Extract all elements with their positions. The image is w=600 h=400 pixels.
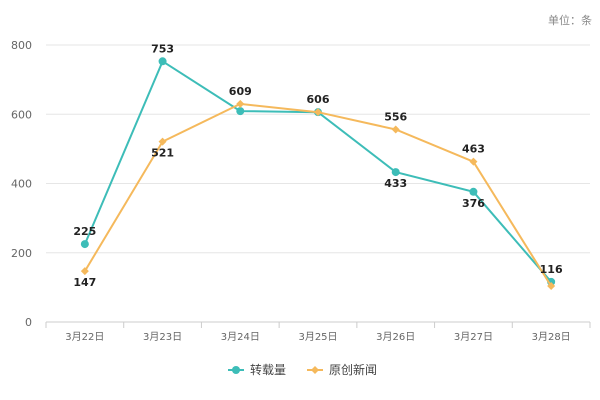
data-point[interactable] <box>236 99 245 108</box>
data-point[interactable] <box>158 57 167 66</box>
series-2 <box>80 99 556 290</box>
legend[interactable]: 转载量 原创新闻 <box>228 362 377 377</box>
legend-label: 转载量 <box>250 362 286 377</box>
legend-marker <box>232 366 240 374</box>
x-tick-label: 3月23日 <box>143 331 182 343</box>
x-tick-label: 3月24日 <box>221 331 260 343</box>
x-tick-label: 3月26日 <box>376 331 415 343</box>
axes: 0 200 400 600 800 3月22日 3月23日 3月24日 3月25日 3月26日 3月… <box>11 39 591 343</box>
data-point[interactable] <box>80 267 89 276</box>
data-point[interactable] <box>236 107 245 116</box>
data-label: 147 <box>73 276 96 289</box>
data-point[interactable] <box>391 125 400 134</box>
data-label: 521 <box>151 147 174 160</box>
series-line <box>84 102 552 287</box>
data-label: 225 <box>73 225 96 238</box>
data-point[interactable] <box>391 168 400 177</box>
y-tick-label: 0 <box>25 316 32 329</box>
data-point[interactable] <box>547 281 556 290</box>
x-tick-label: 3月28日 <box>532 331 571 343</box>
series-group <box>80 57 556 290</box>
data-label: 556 <box>384 110 407 123</box>
y-tick-label: 400 <box>11 178 32 191</box>
data-label: 376 <box>462 197 485 210</box>
x-tick-label: 3月22日 <box>65 331 104 343</box>
data-labels: 225 753 433 376 116 147 521 609 606 556 463 <box>73 42 563 289</box>
data-label: 433 <box>384 177 407 190</box>
y-tick-label: 600 <box>11 108 32 121</box>
legend-item[interactable]: 原创新闻 <box>307 362 377 377</box>
data-point[interactable] <box>158 137 167 146</box>
data-label: 609 <box>229 85 252 98</box>
legend-marker <box>311 366 319 374</box>
series-1 <box>80 57 556 286</box>
data-point[interactable] <box>80 240 89 249</box>
x-tick-label: 3月25日 <box>298 331 337 343</box>
unit-label: 单位：条 <box>548 13 592 27</box>
data-label: 116 <box>540 263 563 276</box>
data-label: 753 <box>151 42 174 55</box>
grid <box>46 44 590 254</box>
data-point[interactable] <box>314 108 322 117</box>
data-point[interactable] <box>469 157 478 166</box>
y-tick-label: 800 <box>11 39 32 52</box>
data-label: 463 <box>462 143 485 156</box>
y-tick-label: 200 <box>11 247 32 260</box>
x-tick-label: 3月27日 <box>454 331 493 343</box>
data-point[interactable] <box>469 187 478 196</box>
data-label: 606 <box>307 93 330 106</box>
legend-item[interactable]: 转载量 <box>228 362 286 377</box>
legend-label: 原创新闻 <box>329 362 377 377</box>
